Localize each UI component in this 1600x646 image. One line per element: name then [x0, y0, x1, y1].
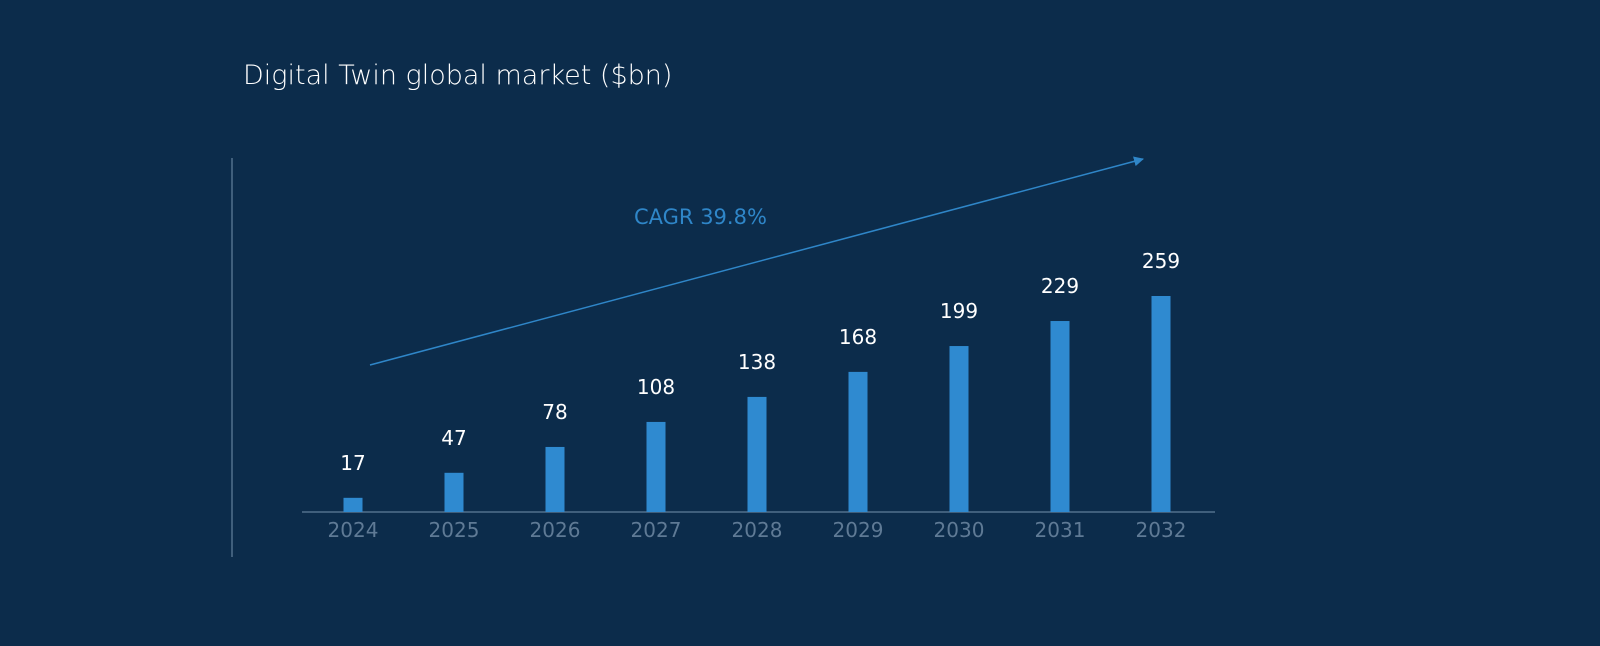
bars-group [343, 296, 1171, 512]
x-tick-label-2024: 2024 [328, 518, 379, 542]
value-label-2026: 78 [542, 400, 567, 424]
bar-2028 [747, 396, 767, 512]
x-tick-label-2032: 2032 [1136, 518, 1187, 542]
bar-2031 [1050, 321, 1070, 512]
bar-2026 [545, 446, 565, 512]
x-tick-label-2026: 2026 [530, 518, 581, 542]
x-tick-label-2031: 2031 [1035, 518, 1086, 542]
x-tick-label-2028: 2028 [732, 518, 783, 542]
value-label-2024: 17 [340, 451, 365, 475]
value-label-2029: 168 [839, 325, 877, 349]
x-tick-label-2030: 2030 [934, 518, 985, 542]
x-tick-label-2027: 2027 [631, 518, 682, 542]
bar-2025 [444, 472, 464, 512]
value-label-2031: 229 [1041, 274, 1079, 298]
bar-2029 [848, 371, 868, 512]
cagr-annotation: CAGR 39.8% [634, 205, 767, 229]
value-label-2030: 199 [940, 299, 978, 323]
bar-2027 [646, 421, 666, 512]
value-label-2032: 259 [1142, 249, 1180, 273]
x-tick-label-2025: 2025 [429, 518, 480, 542]
bar-2032 [1151, 296, 1171, 512]
bar-2030 [949, 346, 969, 512]
value-label-2028: 138 [738, 350, 776, 374]
chart-title: Digital Twin global market ($bn) [243, 60, 673, 91]
x-tick-labels-group: 2024 2025 2026 2027 2028 2029 2030 2031 2032 [328, 518, 1187, 542]
value-labels-group: 17 47 78 108 138 168 199 229 259 [340, 249, 1180, 475]
value-label-2027: 108 [637, 375, 675, 399]
value-label-2025: 47 [441, 426, 466, 450]
x-tick-label-2029: 2029 [833, 518, 884, 542]
trend-arrow [369, 156, 1144, 366]
bar-2024 [343, 497, 363, 512]
